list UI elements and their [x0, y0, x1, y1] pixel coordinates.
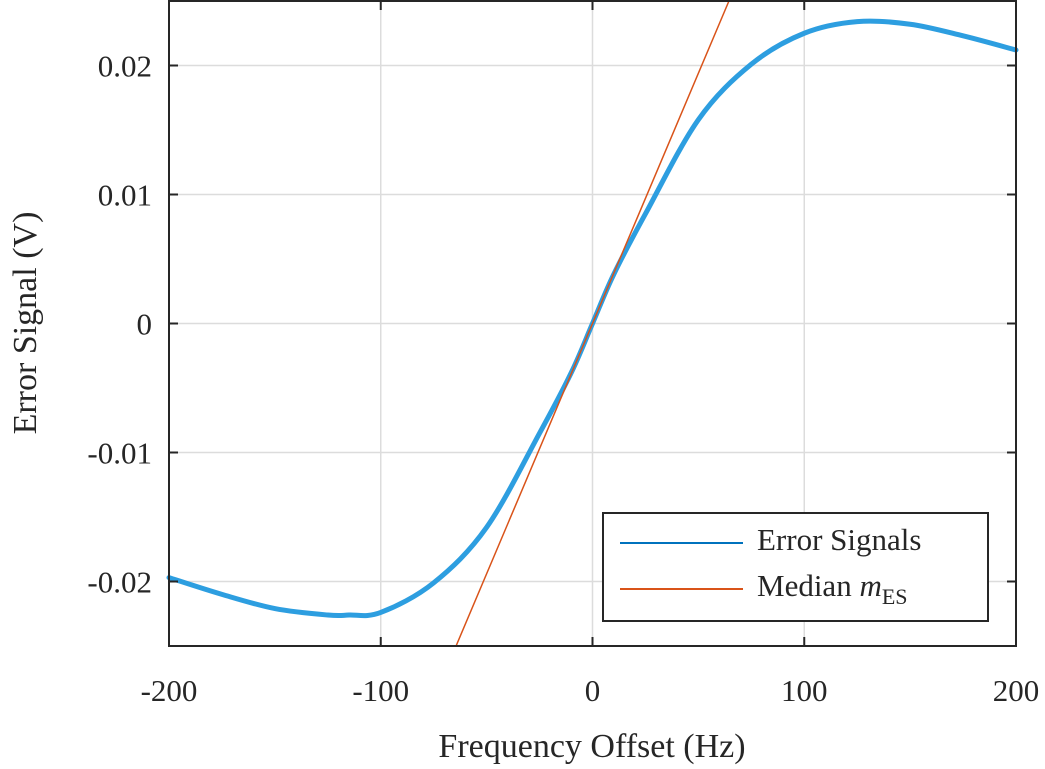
y-tick-label: 0.02: [98, 49, 152, 84]
y-tick-label: 0: [137, 307, 153, 342]
x-tick-label: -100: [352, 673, 409, 708]
legend-median-sub: ES: [882, 584, 908, 609]
y-axis-label: Error Signal (V): [7, 212, 44, 435]
legend-label-error-signals: Error Signals: [757, 522, 921, 557]
series-layer: [166, 0, 1019, 647]
x-tick-label: 100: [781, 673, 828, 708]
x-tick-label: 0: [585, 673, 601, 708]
legend: Error Signals Median mES: [602, 512, 989, 622]
ticks: -200 -100 0 100 200 -0.02 -0.01 0 0.01 0.02: [87, 1, 1039, 708]
legend-median-m: m: [859, 568, 881, 603]
median-slope-line: [455, 0, 730, 647]
y-tick-label: -0.01: [87, 436, 152, 471]
y-tick-label: -0.02: [87, 565, 152, 600]
x-axis-label: Frequency Offset (Hz): [438, 728, 745, 765]
x-tick-label: -200: [141, 673, 198, 708]
x-tick-label: 200: [993, 673, 1040, 708]
legend-median-word: Median: [757, 568, 852, 603]
legend-box: [602, 512, 989, 622]
legend-label-median: Median mES: [757, 568, 908, 609]
y-tick-label: 0.01: [98, 178, 152, 213]
